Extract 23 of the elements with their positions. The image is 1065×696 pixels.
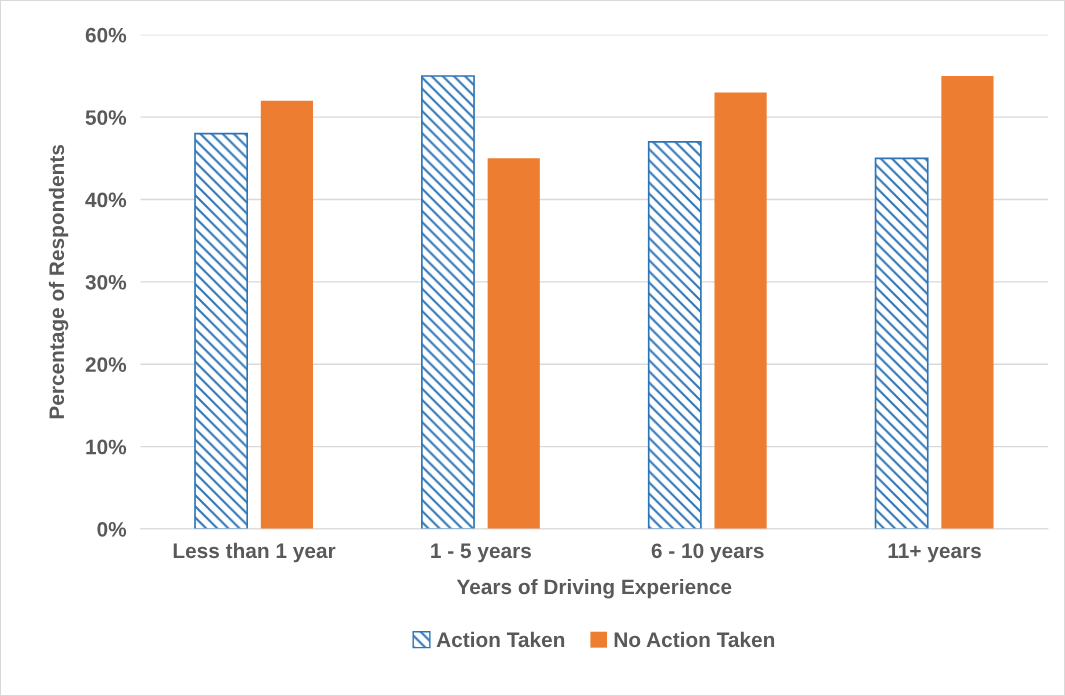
x-axis-title: Years of Driving Experience xyxy=(456,578,732,599)
bar xyxy=(260,100,313,529)
bar xyxy=(194,132,249,529)
y-tick-label: 20% xyxy=(85,357,127,372)
y-tick-label: 10% xyxy=(86,439,127,455)
bar xyxy=(487,158,540,529)
x-tick-label: 11+ years xyxy=(888,543,981,563)
y-tick-label: 50% xyxy=(85,110,127,125)
x-tick-label: Less than 1 year xyxy=(173,542,336,563)
x-tick-label: 1 - 5 years xyxy=(431,543,531,563)
legend-label: Action Taken xyxy=(436,631,565,648)
x-tick-label: 6 - 10 years xyxy=(651,543,764,563)
bar xyxy=(714,92,767,529)
legend-label: No Action Taken xyxy=(614,631,775,648)
bar xyxy=(941,75,994,529)
bar xyxy=(874,157,929,529)
y-tick-label: 30% xyxy=(85,274,127,290)
y-tick-label: 40% xyxy=(85,192,127,208)
y-axis-title: Percentage of Respondents xyxy=(48,144,69,419)
bar xyxy=(647,141,702,529)
y-tick-label: 0% xyxy=(97,521,127,537)
bar xyxy=(421,75,475,529)
y-tick-label: 60% xyxy=(85,27,127,43)
